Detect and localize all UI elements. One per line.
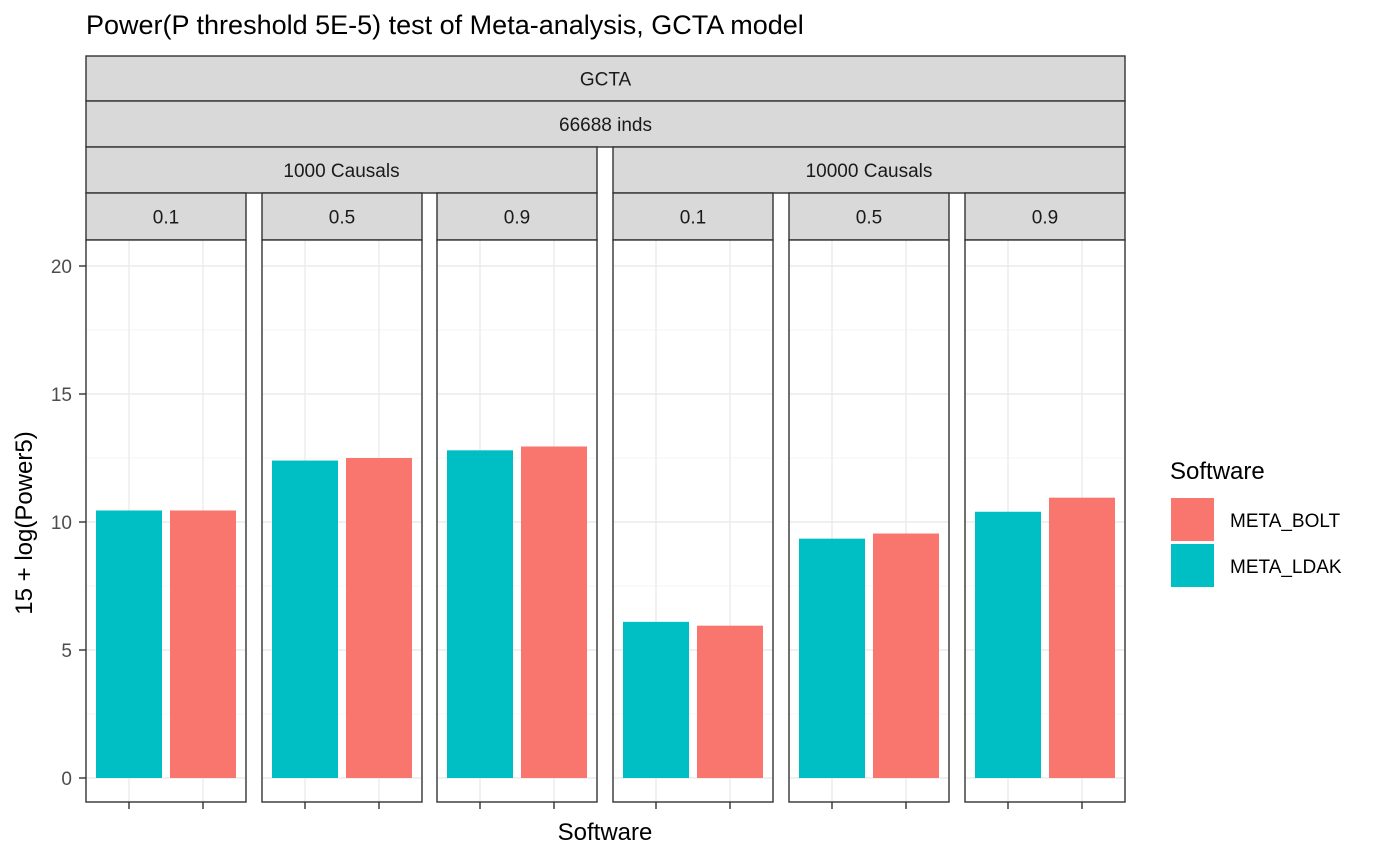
panel-border xyxy=(612,239,774,803)
bar-meta-ldak xyxy=(799,538,865,778)
y-tick-label: 20 xyxy=(51,257,72,278)
legend-key-meta-ldak xyxy=(1171,544,1214,587)
panel-1 xyxy=(261,239,423,809)
panel-border xyxy=(261,239,423,803)
y-tick-label: 15 xyxy=(51,385,72,406)
bar-meta-ldak xyxy=(975,511,1041,778)
panel-3 xyxy=(612,239,774,809)
legend-title: Software xyxy=(1170,458,1265,485)
strip-h2-2-label: 0.9 xyxy=(504,208,530,229)
bar-meta-ldak xyxy=(623,621,689,778)
panel-0 xyxy=(85,239,247,809)
bar-meta-bolt xyxy=(521,446,587,778)
legend-label: META_BOLT xyxy=(1230,511,1341,532)
strip-h2-3-label: 0.1 xyxy=(680,208,706,229)
y-tick-label: 5 xyxy=(61,641,72,662)
bar-meta-bolt xyxy=(346,458,412,778)
panel-border xyxy=(788,239,950,803)
panel-4 xyxy=(788,239,950,809)
bar-meta-bolt xyxy=(873,533,939,778)
legend-key-meta-bolt xyxy=(1171,498,1214,541)
strip-h2-0-label: 0.1 xyxy=(153,208,179,229)
x-axis-title: Software xyxy=(558,819,653,846)
y-axis: 0 5 10 15 20 xyxy=(51,257,86,790)
panel-5 xyxy=(964,239,1126,809)
facet-strips: GCTA 66688 inds 1000 Causals 10000 Causals 0… xyxy=(85,55,1126,241)
strip-h2-5-bg xyxy=(964,192,1126,241)
strip-h2-5-label: 0.9 xyxy=(1032,208,1058,229)
strip-causal-0-bg xyxy=(85,146,598,194)
bar-meta-ldak xyxy=(96,510,162,778)
chart-title: Power(P threshold 5E-5) test of Meta-ana… xyxy=(86,10,804,40)
strip-causal-0-label: 1000 Causals xyxy=(283,161,399,182)
bar-meta-ldak xyxy=(272,460,338,778)
strip-sample-label: 66688 inds xyxy=(559,115,652,136)
bar-meta-bolt xyxy=(697,625,763,778)
strip-model-bg xyxy=(85,55,1126,102)
strip-h2-3-bg xyxy=(612,192,774,241)
panel-border xyxy=(436,239,598,803)
bar-meta-ldak xyxy=(447,450,513,778)
panel-2 xyxy=(436,239,598,809)
strip-causal-1-bg xyxy=(612,146,1126,194)
panel-border xyxy=(85,239,247,803)
strip-causal-1-label: 10000 Causals xyxy=(806,161,933,182)
facet-panels xyxy=(85,239,1126,809)
y-tick-label: 10 xyxy=(51,513,72,534)
strip-h2-4-label: 0.5 xyxy=(856,208,882,229)
strip-h2-1-bg xyxy=(261,192,423,241)
strip-sample-bg xyxy=(85,100,1126,148)
strip-h2-1-label: 0.5 xyxy=(329,208,355,229)
bar-meta-bolt xyxy=(1049,497,1115,778)
strip-model-label: GCTA xyxy=(580,70,632,91)
legend-label: META_LDAK xyxy=(1230,557,1342,578)
bar-meta-bolt xyxy=(170,510,236,778)
panel-border xyxy=(964,239,1126,803)
y-tick-label: 0 xyxy=(61,769,72,790)
y-axis-title: 15 + log(Power5) xyxy=(11,431,38,614)
legend: Software META_BOLT META_LDAK xyxy=(1170,458,1342,587)
